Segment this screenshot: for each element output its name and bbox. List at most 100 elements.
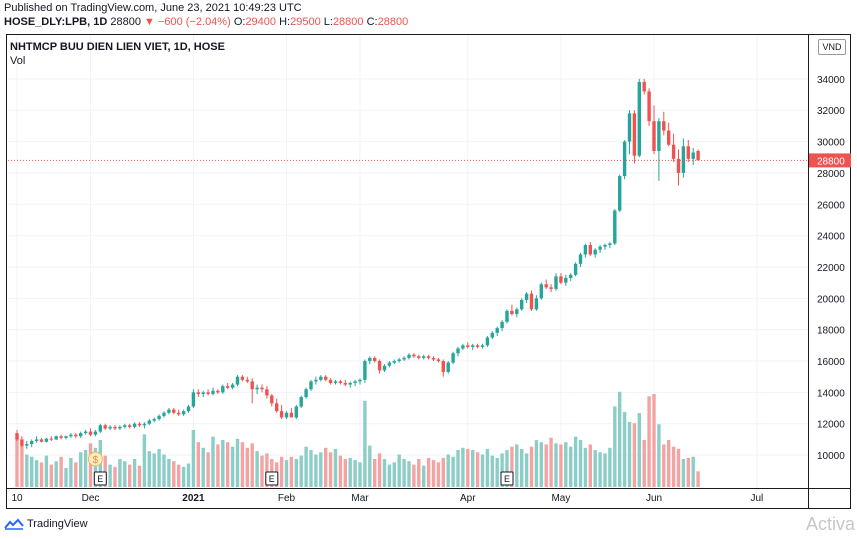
volume-bar bbox=[221, 439, 225, 487]
candle-body bbox=[387, 362, 392, 366]
volume-bar bbox=[539, 442, 543, 487]
volume-bar bbox=[524, 453, 529, 487]
activation-watermark: Activa bbox=[806, 514, 856, 534]
volume-bar bbox=[250, 443, 254, 487]
candle-body bbox=[49, 438, 53, 440]
candle-body bbox=[559, 276, 563, 283]
candle-body bbox=[451, 353, 455, 363]
low-value: 28800 bbox=[332, 16, 364, 28]
candle-body bbox=[186, 406, 191, 412]
dividend-marker-icon bbox=[87, 451, 103, 467]
quote-line: HOSE_DLY:LPB, 1D 28800 ▼ −600 (−2.04%) O… bbox=[4, 16, 408, 28]
candle-body bbox=[230, 384, 235, 388]
volume-bar bbox=[64, 467, 68, 487]
candle-body bbox=[480, 345, 485, 347]
candle-body bbox=[382, 365, 387, 371]
volume-bar bbox=[103, 455, 107, 487]
candle-body bbox=[564, 277, 568, 283]
volume-bar bbox=[142, 434, 147, 487]
volume-bar bbox=[348, 457, 352, 487]
candle-body bbox=[206, 392, 210, 394]
candle-body bbox=[632, 113, 637, 156]
candle-body bbox=[211, 390, 215, 394]
volume-bar bbox=[186, 463, 191, 487]
price-tick-label: 18000 bbox=[817, 326, 845, 337]
candle-body bbox=[358, 379, 362, 382]
volume-bar bbox=[319, 452, 323, 487]
currency-button[interactable]: VND bbox=[818, 39, 846, 55]
volume-bar bbox=[54, 461, 58, 487]
candle-body bbox=[152, 419, 156, 421]
volume-bar bbox=[15, 437, 19, 487]
volume-bar bbox=[284, 460, 289, 487]
candle-body bbox=[642, 82, 646, 92]
volume-bar bbox=[83, 450, 88, 487]
candle-body bbox=[309, 381, 313, 390]
candle-body bbox=[333, 381, 338, 383]
volume-bar bbox=[412, 464, 416, 487]
volume-bar bbox=[358, 462, 362, 487]
candle-body bbox=[260, 387, 264, 390]
earnings-marker-label: E bbox=[269, 474, 275, 484]
candle-body bbox=[93, 431, 98, 435]
candle-body bbox=[25, 444, 29, 446]
candle-body bbox=[554, 276, 558, 289]
volume-bar bbox=[211, 436, 215, 487]
candle-body bbox=[44, 438, 49, 442]
volume-bar bbox=[657, 424, 661, 487]
volume-bar bbox=[304, 446, 308, 487]
earnings-marker-label: E bbox=[97, 474, 103, 484]
candle-body bbox=[132, 423, 137, 427]
volume-bar bbox=[343, 459, 347, 487]
tradingview-brand[interactable]: TradingView bbox=[4, 518, 88, 530]
chart-legend-title: NHTMCP BUU DIEN LIEN VIET, 1D, HOSE bbox=[10, 41, 225, 53]
volume-bar bbox=[279, 456, 284, 487]
close-value: 28800 bbox=[377, 16, 409, 28]
candle-body bbox=[216, 390, 220, 393]
volume-bar bbox=[549, 437, 553, 487]
volume-bar bbox=[206, 452, 210, 487]
volume-bar bbox=[314, 454, 318, 487]
volume-bar bbox=[686, 457, 690, 487]
volume-bar bbox=[20, 444, 24, 487]
candle-body bbox=[598, 246, 602, 250]
volume-bar bbox=[30, 456, 34, 487]
volume-bar bbox=[44, 455, 49, 487]
candle-body bbox=[39, 439, 44, 442]
price-tick-label: 24000 bbox=[817, 232, 845, 243]
volume-bar bbox=[240, 442, 245, 487]
time-tick-label: Dec bbox=[82, 493, 100, 504]
volume-bar bbox=[578, 439, 583, 487]
volume-bar bbox=[603, 453, 607, 487]
volume-bar bbox=[162, 454, 166, 487]
candle-body bbox=[456, 348, 460, 354]
candle-body bbox=[79, 433, 83, 437]
candle-body bbox=[417, 356, 421, 358]
volume-bar bbox=[118, 459, 122, 487]
candle-body bbox=[88, 431, 93, 435]
volume-bar bbox=[108, 464, 112, 487]
candle-body bbox=[613, 210, 617, 244]
candle-body bbox=[431, 357, 436, 360]
price-tick-label: 12000 bbox=[817, 420, 845, 431]
volume-bar bbox=[93, 447, 98, 487]
candle-body bbox=[471, 345, 475, 347]
volume-bar bbox=[69, 457, 73, 487]
candle-body bbox=[696, 150, 700, 161]
volume-bar bbox=[373, 459, 377, 487]
volume-bar bbox=[456, 450, 460, 487]
candle-body bbox=[167, 409, 171, 413]
volume-bar bbox=[196, 442, 200, 487]
candle-body bbox=[69, 434, 73, 437]
candle-body bbox=[495, 328, 499, 333]
candle-body bbox=[608, 243, 612, 246]
time-tick-label: Jul bbox=[751, 493, 764, 504]
candle-body bbox=[549, 287, 553, 289]
price-tick-label: 26000 bbox=[817, 200, 845, 211]
candle-body bbox=[191, 392, 196, 407]
candle-body bbox=[147, 420, 151, 424]
volume-bar bbox=[422, 465, 426, 487]
candle-body bbox=[275, 403, 279, 412]
volume-bar bbox=[157, 448, 161, 487]
